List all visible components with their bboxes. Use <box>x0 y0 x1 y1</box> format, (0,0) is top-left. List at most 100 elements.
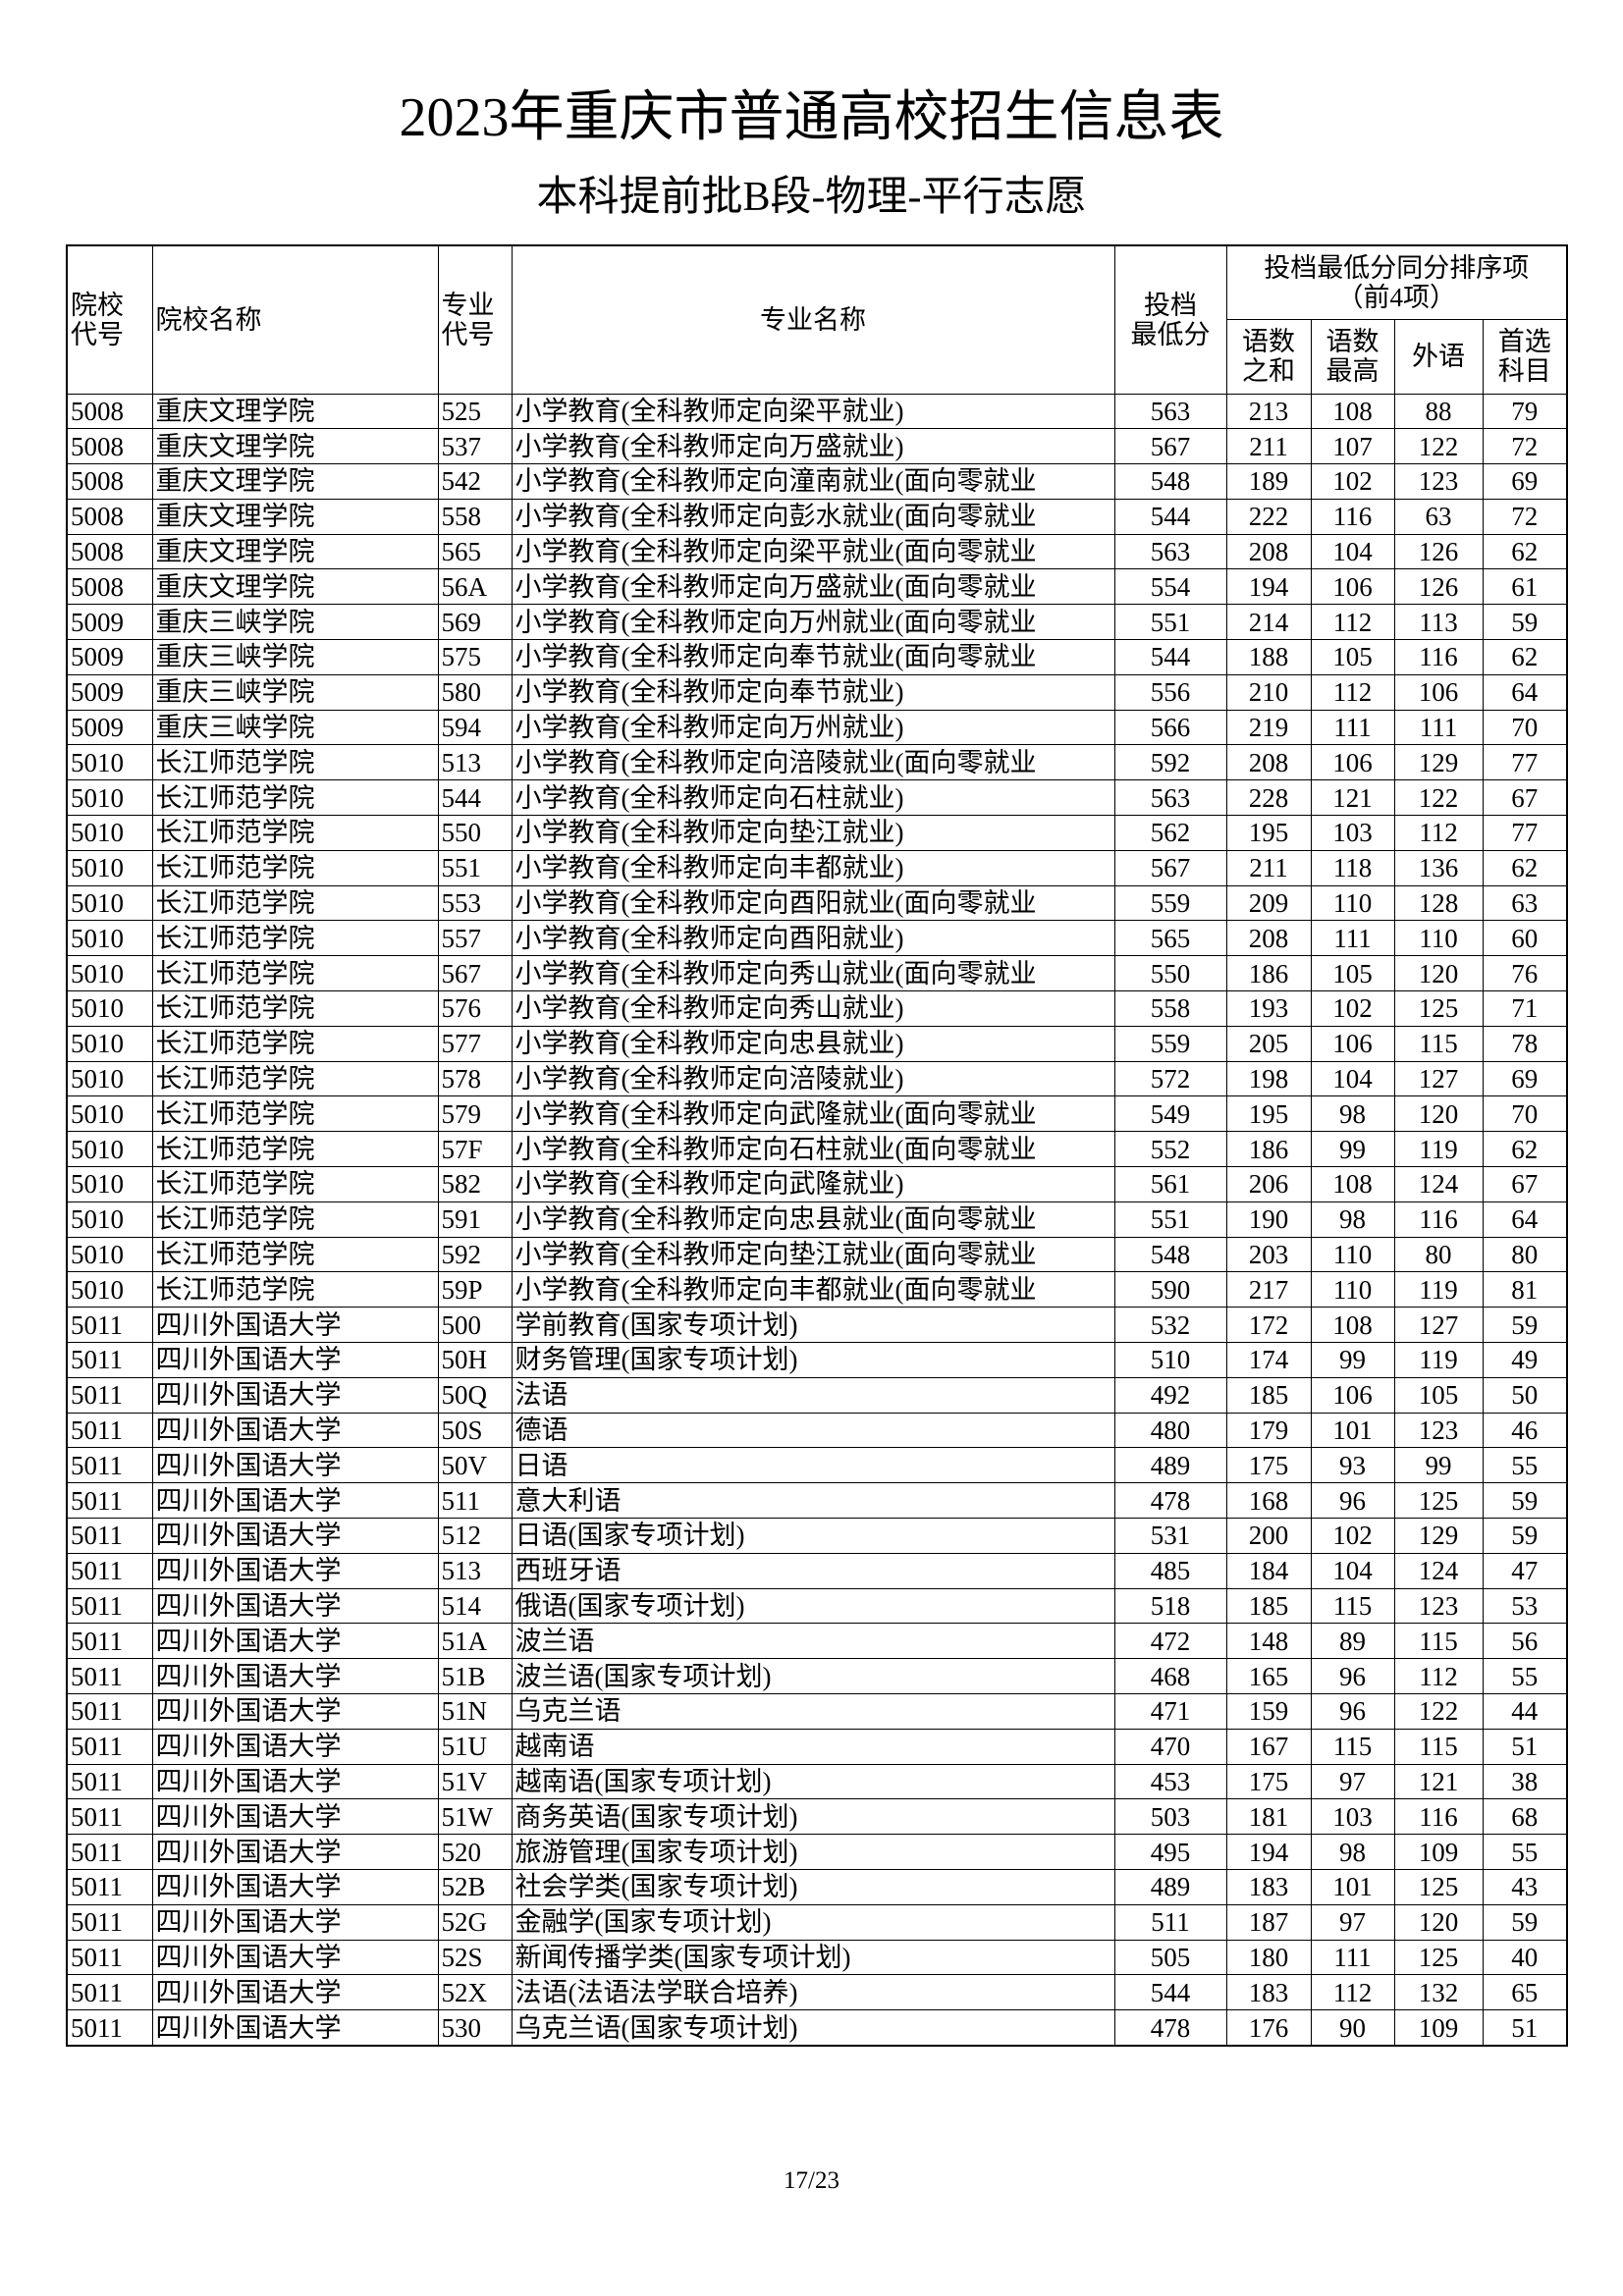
table-cell: 重庆三峡学院 <box>151 604 439 641</box>
table-cell: 5011 <box>66 1342 153 1378</box>
table-cell: 183 <box>1225 1974 1312 2011</box>
table-cell: 50 <box>1482 1376 1568 1414</box>
table-cell: 长江师范学院 <box>151 815 439 851</box>
table-cell: 550 <box>437 815 513 851</box>
table-cell: 俄语(国家专项计划) <box>511 1587 1115 1625</box>
table-cell: 572 <box>1113 1060 1227 1097</box>
table-cell: 55 <box>1482 1658 1568 1694</box>
table-cell: 453 <box>1113 1763 1227 1800</box>
table-cell: 5011 <box>66 1307 153 1344</box>
table-cell: 98 <box>1310 1201 1395 1238</box>
table-row: 5010 长江师范学院 591 小学教育(全科教师定向忠县就业(面向零就业 551 190… <box>66 1201 1568 1238</box>
table-row: 5011 四川外国语大学 50S 德语 480 179 101 123 46 <box>66 1412 1568 1449</box>
table-cell: 53 <box>1482 1587 1568 1625</box>
table-cell: 5011 <box>66 2009 153 2047</box>
header-line: 代号 <box>71 319 124 349</box>
table-cell: 559 <box>1113 884 1227 922</box>
table-cell: 185 <box>1225 1376 1312 1414</box>
table-row: 5010 长江师范学院 513 小学教育(全科教师定向涪陵就业(面向零就业 592 208… <box>66 744 1568 781</box>
table-header: 院校 代号 院校名称 专业 代号 专业名称 投档 最低分 投档最低分同分排序项 （前4项） 语数之… <box>66 244 1568 395</box>
header-line: 投档最低分同分排序项 <box>1264 252 1530 283</box>
table-cell: 51N <box>437 1692 513 1730</box>
table-cell: 186 <box>1225 1131 1312 1168</box>
table-cell: 5008 <box>66 393 153 430</box>
table-cell: 52X <box>437 1974 513 2011</box>
table-cell: 长江师范学院 <box>151 1131 439 1168</box>
table-cell: 582 <box>437 1166 513 1202</box>
table-cell: 195 <box>1225 1095 1312 1133</box>
table-cell: 211 <box>1225 849 1312 886</box>
table-cell: 124 <box>1393 1166 1484 1202</box>
table-cell: 56A <box>437 568 513 606</box>
table-cell: 525 <box>437 393 513 430</box>
table-cell: 长江师范学院 <box>151 955 439 992</box>
column-header: 院校名称 <box>151 244 439 395</box>
table-cell: 5011 <box>66 1728 153 1765</box>
table-cell: 56 <box>1482 1623 1568 1660</box>
table-cell: 四川外国语大学 <box>151 1447 439 1484</box>
table-cell: 580 <box>437 673 513 711</box>
table-cell: 52S <box>437 1939 513 1976</box>
table-cell: 67 <box>1482 1166 1568 1202</box>
table-cell: 553 <box>437 884 513 922</box>
table-cell: 116 <box>1393 1798 1484 1836</box>
table-cell: 106 <box>1393 673 1484 711</box>
column-header: 投档 最低分 <box>1113 244 1227 395</box>
table-cell: 514 <box>437 1587 513 1625</box>
table-cell: 544 <box>437 779 513 817</box>
table-cell: 重庆三峡学院 <box>151 673 439 711</box>
table-cell: 126 <box>1393 533 1484 570</box>
table-cell: 5010 <box>66 1271 153 1308</box>
table-cell: 159 <box>1225 1692 1312 1730</box>
table-cell: 46 <box>1482 1412 1568 1449</box>
table-cell: 211 <box>1225 428 1312 465</box>
table-cell: 503 <box>1113 1798 1227 1836</box>
table-cell: 59P <box>437 1271 513 1308</box>
table-cell: 98 <box>1310 1834 1395 1870</box>
table-cell: 112 <box>1310 673 1395 711</box>
table-row: 5011 四川外国语大学 500 学前教育(国家专项计划) 532 172 108 127 59 <box>66 1307 1568 1344</box>
table-row: 5010 长江师范学院 59P 小学教育(全科教师定向丰都就业(面向零就业 590 217… <box>66 1271 1568 1308</box>
table-cell: 102 <box>1310 1518 1395 1554</box>
table-cell: 118 <box>1310 849 1395 886</box>
table-cell: 68 <box>1482 1798 1568 1836</box>
table-cell: 594 <box>437 709 513 746</box>
table-cell: 111 <box>1393 709 1484 746</box>
table-cell: 116 <box>1310 498 1395 535</box>
table-cell: 213 <box>1225 393 1312 430</box>
table-cell: 63 <box>1393 498 1484 535</box>
table-cell: 61 <box>1482 568 1568 606</box>
table-cell: 125 <box>1393 1939 1484 1976</box>
table-cell: 590 <box>1113 1271 1227 1308</box>
table-cell: 81 <box>1482 1271 1568 1308</box>
table-cell: 210 <box>1225 673 1312 711</box>
header-line: 语数 <box>1242 327 1295 356</box>
table-cell: 193 <box>1225 990 1312 1027</box>
table-cell: 70 <box>1482 709 1568 746</box>
table-row: 5010 长江师范学院 553 小学教育(全科教师定向酉阳就业(面向零就业 559 209… <box>66 884 1568 922</box>
table-cell: 5011 <box>66 1692 153 1730</box>
column-header: 院校 代号 <box>66 244 153 395</box>
table-cell: 96 <box>1310 1692 1395 1730</box>
table-row: 5011 四川外国语大学 511 意大利语 478 168 96 125 59 <box>66 1482 1568 1519</box>
group-header: 投档最低分同分排序项 （前4项） <box>1225 244 1568 320</box>
table-cell: 小学教育(全科教师定向梁平就业(面向零就业 <box>511 533 1115 570</box>
table-cell: 111 <box>1310 920 1395 957</box>
table-cell: 5010 <box>66 815 153 851</box>
table-cell: 165 <box>1225 1658 1312 1694</box>
table-cell: 51V <box>437 1763 513 1800</box>
table-cell: 57F <box>437 1131 513 1168</box>
table-cell: 119 <box>1393 1131 1484 1168</box>
table-row: 5010 长江师范学院 582 小学教育(全科教师定向武隆就业) 561 206 108 12… <box>66 1166 1568 1202</box>
header-line: 科目 <box>1497 356 1551 386</box>
table-cell: 5008 <box>66 533 153 570</box>
table-cell: 180 <box>1225 1939 1312 1976</box>
table-cell: 478 <box>1113 1482 1227 1519</box>
table-row: 5011 四川外国语大学 520 旅游管理(国家专项计划) 495 194 98 109 55 <box>66 1834 1568 1870</box>
table-row: 5010 长江师范学院 57F 小学教育(全科教师定向石柱就业(面向零就业 552 186… <box>66 1131 1568 1168</box>
table-cell: 544 <box>1113 498 1227 535</box>
table-cell: 5011 <box>66 1658 153 1694</box>
table-cell: 98 <box>1310 1095 1395 1133</box>
table-cell: 长江师范学院 <box>151 1271 439 1308</box>
